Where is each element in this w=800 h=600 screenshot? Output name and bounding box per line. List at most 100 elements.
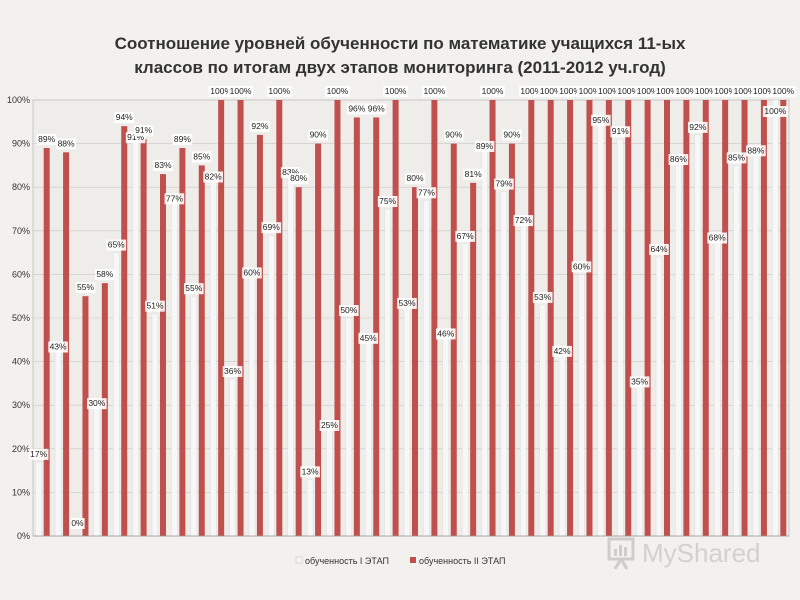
data-label-series-1: 50% bbox=[339, 305, 359, 316]
data-label-series-2: 55% bbox=[75, 282, 96, 294]
bar-series-1 bbox=[520, 221, 527, 537]
data-label-series-2: 100% bbox=[577, 86, 602, 97]
data-label-series-2: 100% bbox=[538, 86, 564, 97]
bar-series-1 bbox=[384, 208, 391, 537]
data-label-background bbox=[203, 171, 223, 183]
bar-series-2 bbox=[567, 100, 574, 536]
data-label-background bbox=[443, 129, 464, 141]
bar-series-1 bbox=[772, 99, 779, 537]
bar-series-2 bbox=[702, 100, 709, 536]
data-label-text: 75% bbox=[379, 196, 396, 206]
data-label-series-1: 35% bbox=[629, 376, 650, 388]
legend: обученность I ЭТАП обученность II ЭТАП bbox=[295, 556, 505, 566]
data-label-background bbox=[70, 518, 85, 529]
data-label-series-1: 53% bbox=[532, 291, 553, 303]
data-label-text: 90% bbox=[445, 130, 462, 140]
bar-series-1 bbox=[54, 348, 62, 537]
data-label-background bbox=[288, 173, 309, 185]
data-label-background bbox=[552, 345, 572, 357]
data-label-background bbox=[377, 196, 398, 207]
data-label-series-2: 100% bbox=[654, 86, 680, 97]
watermark: MyShared bbox=[606, 536, 761, 570]
data-label-series-2: 100% bbox=[712, 86, 738, 97]
data-label-series-2: 100% bbox=[615, 86, 641, 97]
data-label-series-1: 55% bbox=[183, 283, 204, 295]
bar-series-1 bbox=[93, 405, 101, 537]
data-label-series-2: 96% bbox=[366, 103, 387, 115]
data-label-text: 67% bbox=[457, 231, 474, 241]
data-label-series-2: 89% bbox=[36, 133, 57, 145]
data-label-text: 83% bbox=[282, 167, 299, 177]
bar-series-1 bbox=[500, 191, 508, 537]
data-label-text: 64% bbox=[650, 244, 667, 254]
data-label-text: 42% bbox=[554, 346, 571, 356]
data-label-background bbox=[114, 112, 135, 124]
bar-series-2 bbox=[683, 100, 690, 536]
bar-series-2 bbox=[470, 182, 477, 536]
data-label-text: 35% bbox=[631, 376, 648, 386]
data-label-series-1: 75% bbox=[377, 196, 398, 207]
bars bbox=[35, 99, 787, 537]
data-label-text: 45% bbox=[360, 333, 377, 343]
data-label-series-1: 64% bbox=[649, 243, 669, 255]
y-tick-label: 0% bbox=[17, 531, 30, 541]
data-label-text: 55% bbox=[185, 283, 202, 293]
bar-series-1 bbox=[268, 234, 275, 537]
data-label-text: 100% bbox=[734, 86, 756, 96]
data-label-series-1: 36% bbox=[222, 366, 243, 378]
y-tick-label: 80% bbox=[12, 182, 30, 192]
data-label-background bbox=[712, 86, 738, 97]
data-label-series-1: 42% bbox=[552, 345, 572, 357]
data-label-series-1: 91% bbox=[125, 132, 146, 144]
data-label-text: 43% bbox=[50, 342, 67, 352]
data-labels: 17%89%43%88%0%55%30%58%65%94%91%91%51%83… bbox=[28, 86, 796, 529]
bar-series-1 bbox=[423, 200, 430, 537]
data-label-text: 51% bbox=[146, 301, 163, 311]
data-label-series-2: 100% bbox=[480, 86, 505, 97]
data-label-background bbox=[153, 160, 173, 172]
bar-series-1 bbox=[713, 239, 721, 537]
bar-series-2 bbox=[315, 143, 322, 536]
y-tick-label: 50% bbox=[12, 313, 30, 323]
data-label-series-2: 91% bbox=[133, 125, 154, 137]
data-label-series-2: 100% bbox=[693, 86, 719, 97]
data-label-series-2: 80% bbox=[405, 173, 425, 185]
bar-series-2 bbox=[722, 100, 729, 536]
data-label-text: 91% bbox=[135, 125, 152, 135]
data-label-series-1: 65% bbox=[106, 239, 127, 251]
data-label-text: 30% bbox=[88, 398, 105, 408]
data-label-series-2: 89% bbox=[172, 133, 193, 145]
data-label-text: 79% bbox=[495, 179, 512, 189]
data-label-text: 100% bbox=[230, 86, 252, 96]
data-label-series-2: 100% bbox=[751, 86, 777, 97]
data-label-background bbox=[191, 151, 212, 163]
data-label-background bbox=[397, 297, 417, 309]
data-label-series-2: 90% bbox=[443, 129, 464, 141]
bar-series-2 bbox=[295, 187, 302, 536]
data-label-series-1: 77% bbox=[164, 193, 185, 205]
data-label-text: 100% bbox=[637, 86, 659, 96]
data-label-text: 100% bbox=[772, 86, 794, 96]
data-label-text: 100% bbox=[482, 86, 504, 96]
y-tick-label: 20% bbox=[12, 444, 30, 454]
bar-series-1 bbox=[578, 274, 585, 537]
data-label-background bbox=[494, 178, 514, 190]
data-label-text: 91% bbox=[127, 132, 144, 142]
data-label-text: 85% bbox=[193, 151, 210, 161]
data-label-background bbox=[75, 282, 96, 294]
data-label-series-2: 100% bbox=[228, 86, 253, 97]
data-label-background bbox=[687, 121, 708, 133]
bar-series-2 bbox=[450, 143, 457, 536]
legend-label-series-2: обученность II ЭТАП bbox=[419, 556, 505, 566]
bar-series-2 bbox=[664, 100, 670, 536]
y-tick-label: 70% bbox=[12, 226, 30, 236]
bar-series-2 bbox=[547, 100, 554, 536]
data-label-series-1: 86% bbox=[668, 154, 689, 166]
data-label-text: 83% bbox=[154, 160, 171, 170]
bar-series-1 bbox=[461, 243, 469, 537]
data-label-series-1: 85% bbox=[726, 152, 747, 164]
data-label-series-1: 88% bbox=[746, 145, 766, 157]
bar-series-1 bbox=[558, 352, 566, 537]
data-label-text: 100% bbox=[714, 86, 736, 96]
data-label-background bbox=[654, 86, 680, 97]
